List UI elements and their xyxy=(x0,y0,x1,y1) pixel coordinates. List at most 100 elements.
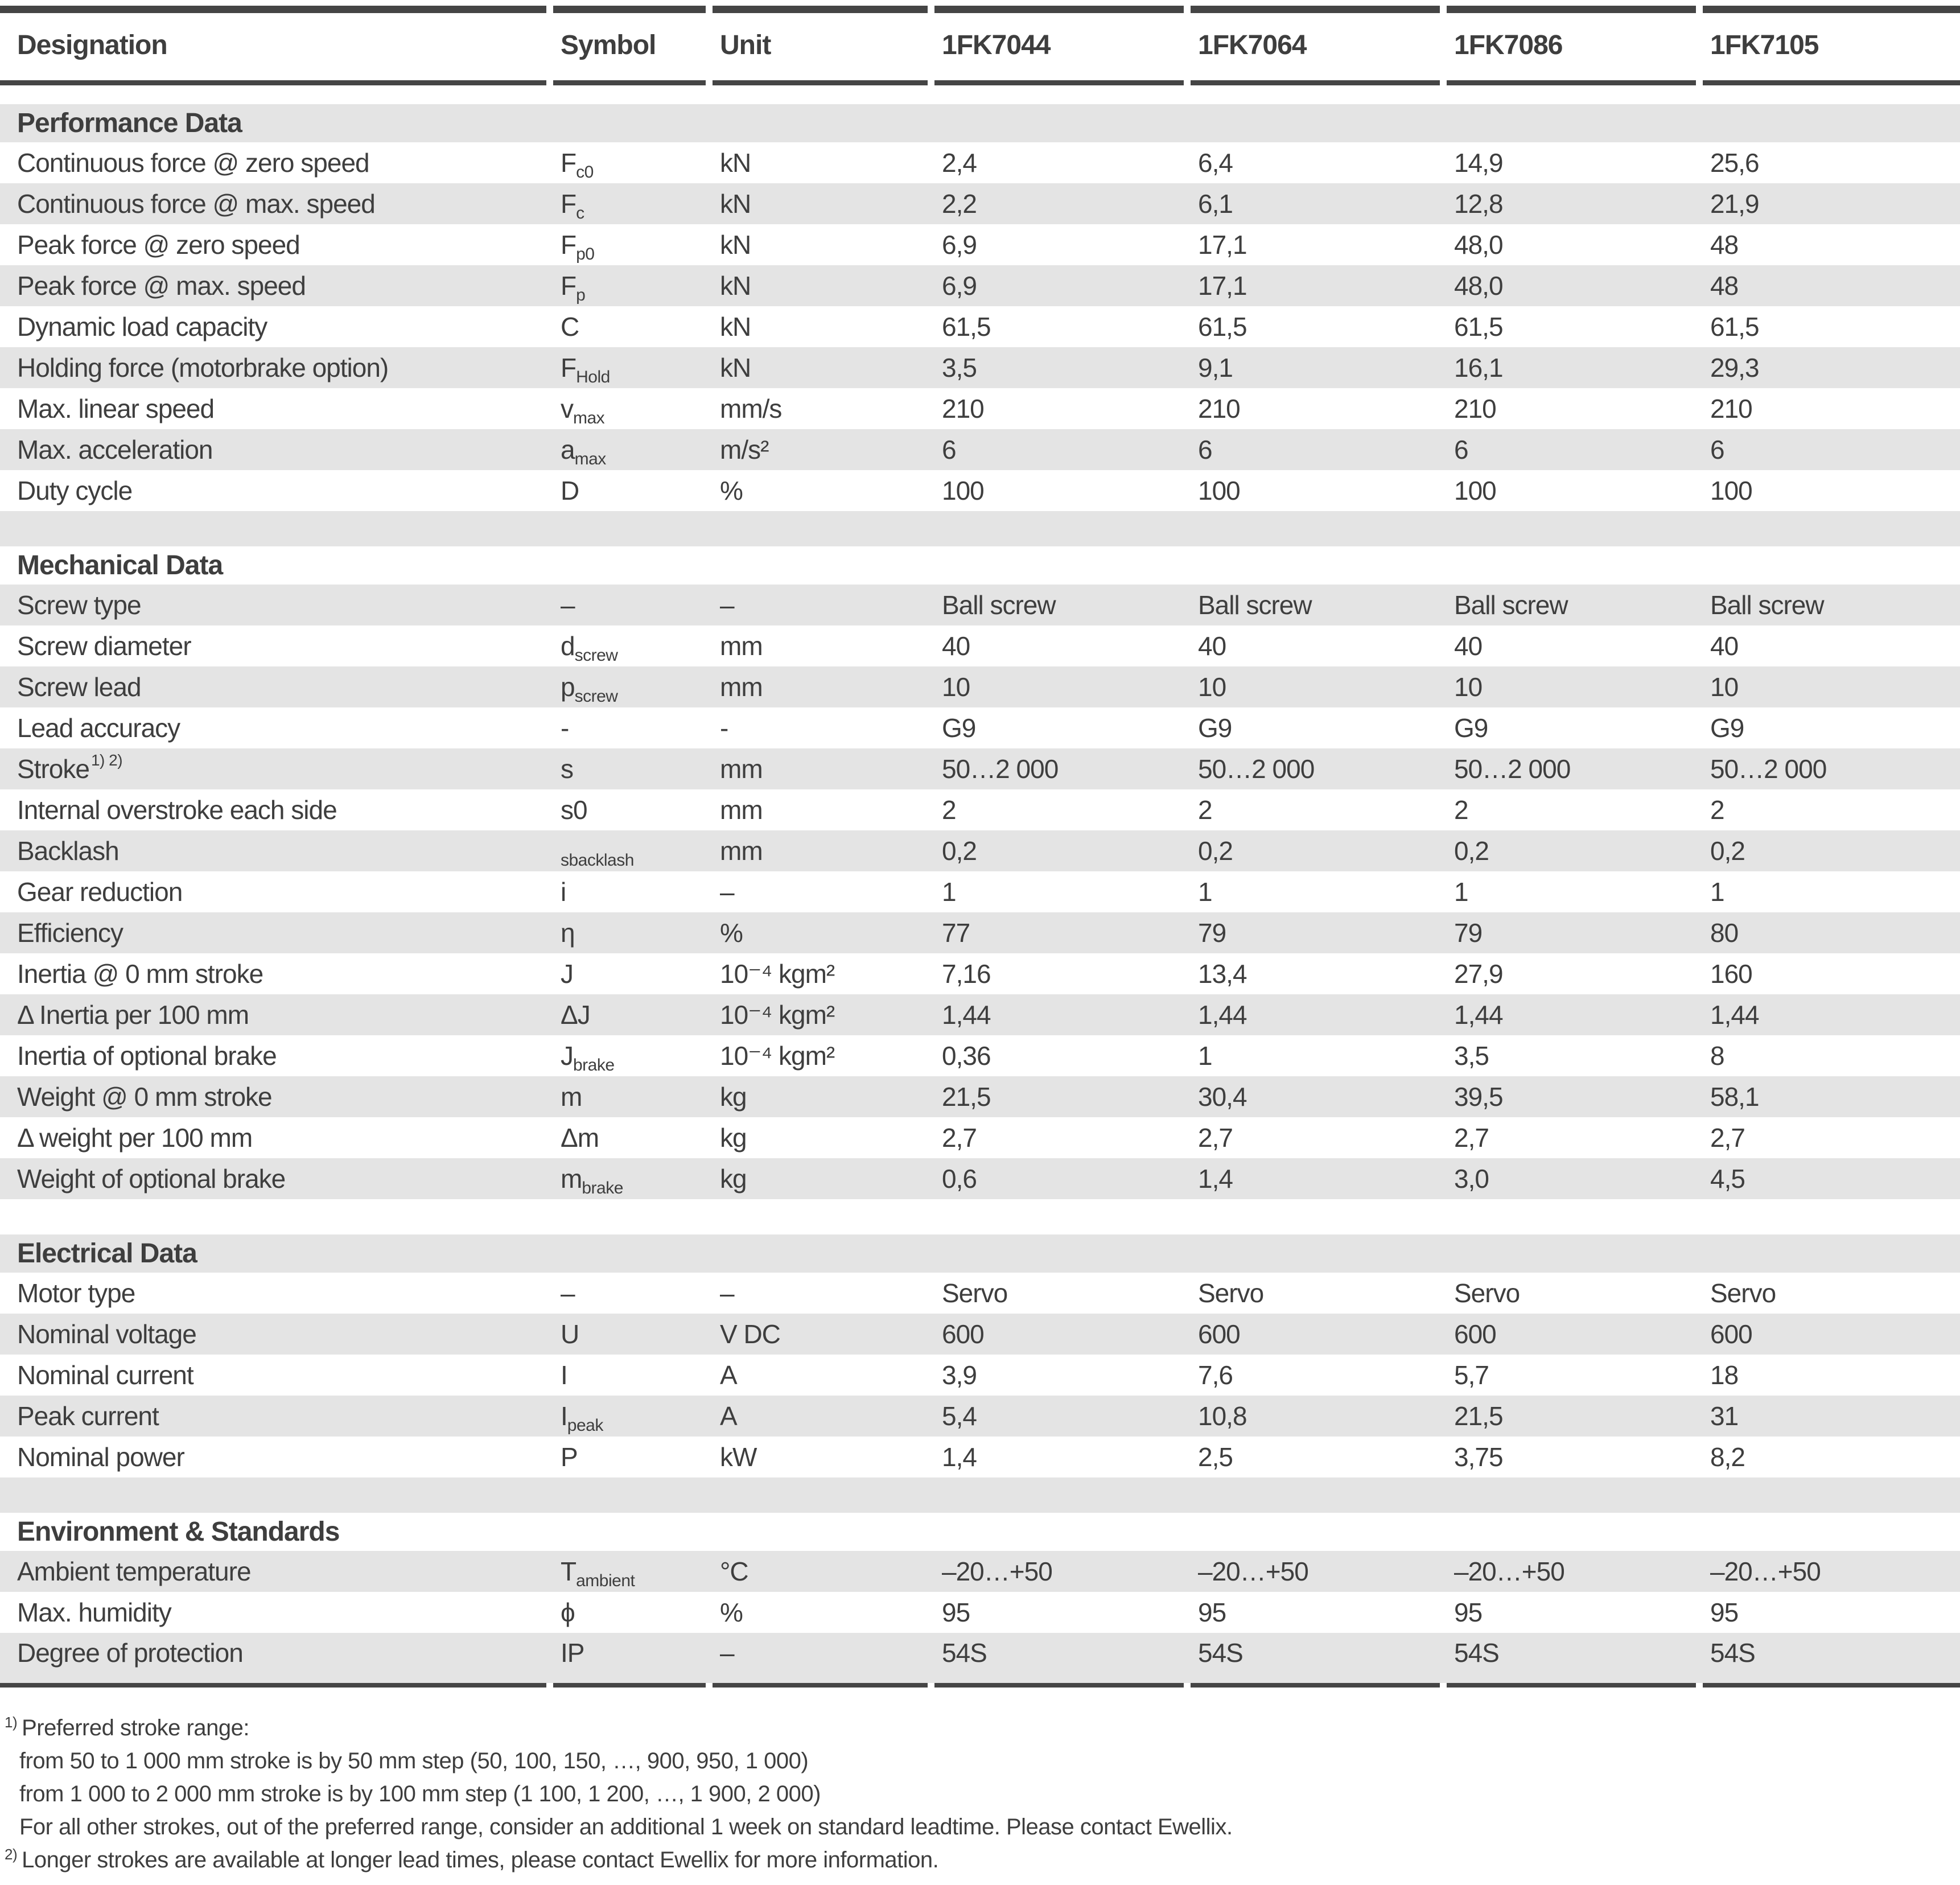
row-label: Continuous force @ zero speed xyxy=(0,142,546,183)
section-heading-label: Environment & Standards xyxy=(17,1517,340,1547)
value-1fk7044: 1,4 xyxy=(942,1442,977,1472)
table-row: Weight @ 0 mm stroke m kg 21,5 30,4 39,5 58,1 xyxy=(0,1076,1960,1117)
value-1fk7086: 2 xyxy=(1454,795,1469,825)
symbol-base: – xyxy=(561,1278,575,1308)
section-heading-label: Mechanical Data xyxy=(17,550,223,581)
border-segment xyxy=(1447,1683,1696,1688)
value-1fk7105: 61,5 xyxy=(1710,312,1760,341)
symbol-base: C xyxy=(561,312,579,341)
section-heading: Electrical Data xyxy=(0,1234,1960,1273)
table-row: Inertia @ 0 mm stroke J 10⁻⁴ kgm² 7,16 13,4 2… xyxy=(0,953,1960,994)
unit: 10⁻⁴ kgm² xyxy=(720,959,835,989)
table-row: Screw diameter d screw mm 40 40 40 40 xyxy=(0,625,1960,666)
symbol-base: F xyxy=(561,230,577,260)
symbol: D xyxy=(546,470,706,511)
column-header-unit: Unit xyxy=(720,30,771,60)
value-1fk7086: –20…+50 xyxy=(1454,1557,1565,1586)
border-segment xyxy=(553,80,706,85)
value-1fk7064: –20…+50 xyxy=(1198,1557,1309,1586)
column-header-1fk7105: 1FK7105 xyxy=(1710,30,1819,60)
value-1fk7044: G9 xyxy=(942,713,976,743)
value-1fk7064: 50…2 000 xyxy=(1198,754,1315,784)
symbol-base: P xyxy=(561,1442,578,1472)
row-label-text: Internal overstroke each side xyxy=(17,795,337,825)
symbol: sbacklash xyxy=(546,830,706,871)
border-segment xyxy=(1703,6,1960,13)
symbol-base: J xyxy=(561,959,574,989)
row-label-text: Nominal current xyxy=(17,1360,194,1390)
row-label: Peak force @ zero speed xyxy=(0,224,546,265)
value-1fk7105: 29,3 xyxy=(1710,353,1760,382)
table-row: Stroke 1) 2) s mm 50…2 000 50…2 000 50…2 000 50… xyxy=(0,748,1960,789)
value-1fk7064: 6 xyxy=(1198,435,1213,464)
table-header-row: Designation Symbol Unit 1FK7044 1FK7064 … xyxy=(0,13,1960,80)
table-row: Δ weight per 100 mm Δm kg 2,7 2,7 2,7 2,7 xyxy=(0,1117,1960,1158)
value-1fk7105: 4,5 xyxy=(1710,1164,1745,1193)
value-1fk7044: 2 xyxy=(942,795,957,825)
symbol-base: p xyxy=(561,672,575,702)
value-1fk7105: 25,6 xyxy=(1710,148,1760,178)
symbol: J xyxy=(546,953,706,994)
row-label-text: Gear reduction xyxy=(17,877,183,907)
unit: kN xyxy=(720,353,751,382)
symbol-subscript: c xyxy=(576,204,584,223)
value-1fk7086: 48,0 xyxy=(1454,230,1504,260)
table-bottom-border xyxy=(0,1683,1960,1688)
symbol-subscript: c0 xyxy=(576,163,594,182)
row-label-text: Weight @ 0 mm stroke xyxy=(17,1082,273,1112)
unit: % xyxy=(720,918,743,948)
border-segment xyxy=(1191,6,1440,13)
row-label-text: Max. humidity xyxy=(17,1598,172,1627)
footnote-line: 2) Longer strokes are available at longer… xyxy=(5,1846,1960,1879)
footnote-text: For all other strokes, out of the prefer… xyxy=(19,1814,1233,1839)
symbol-base: v xyxy=(561,394,574,423)
row-label-text: Max. linear speed xyxy=(17,394,215,423)
value-1fk7086: Servo xyxy=(1454,1278,1520,1308)
unit: 10⁻⁴ kgm² xyxy=(720,1000,835,1030)
value-1fk7064: 10,8 xyxy=(1198,1401,1247,1431)
value-1fk7044: 0,6 xyxy=(942,1164,977,1193)
symbol: F Hold xyxy=(546,347,706,388)
row-label-text: Holding force (motorbrake option) xyxy=(17,353,389,382)
unit: kN xyxy=(720,230,751,260)
border-segment xyxy=(1447,80,1696,85)
value-1fk7086: 6 xyxy=(1454,435,1469,464)
row-label: Max. humidity xyxy=(0,1592,546,1633)
row-label-text: Ambient temperature xyxy=(17,1557,252,1586)
symbol-base: IP xyxy=(561,1638,584,1668)
border-segment xyxy=(934,6,1184,13)
value-1fk7064: 17,1 xyxy=(1198,230,1247,260)
value-1fk7044: 2,7 xyxy=(942,1123,977,1153)
symbol-base: D xyxy=(561,476,579,505)
value-1fk7105: 6 xyxy=(1710,435,1725,464)
value-1fk7064: 2 xyxy=(1198,795,1213,825)
table-row: Δ Inertia per 100 mm ΔJ 10⁻⁴ kgm² 1,44 1,44 1… xyxy=(0,994,1960,1035)
value-1fk7086: 54S xyxy=(1454,1638,1500,1668)
row-label: Nominal power xyxy=(0,1437,546,1477)
unit: – xyxy=(720,1638,735,1668)
value-1fk7044: 54S xyxy=(942,1638,987,1668)
value-1fk7105: 18 xyxy=(1710,1360,1739,1390)
symbol: m brake xyxy=(546,1158,706,1199)
symbol: – xyxy=(546,1273,706,1314)
value-1fk7064: 1 xyxy=(1198,877,1213,907)
symbol: U xyxy=(546,1314,706,1355)
row-label: Degree of protection xyxy=(0,1633,546,1668)
symbol: C xyxy=(546,306,706,347)
column-header-symbol: Symbol xyxy=(561,30,656,60)
symbol-base: s0 xyxy=(561,795,588,825)
row-label-text: Screw type xyxy=(17,590,142,620)
value-1fk7086: 79 xyxy=(1454,918,1483,948)
section-spacer xyxy=(0,511,1960,546)
footnote-line: 1) Preferred stroke range: xyxy=(5,1714,1960,1747)
unit: 10⁻⁴ kgm² xyxy=(720,1041,835,1071)
symbol: P xyxy=(546,1437,706,1477)
table-body: Performance Data Continuous force @ zero … xyxy=(0,85,1960,1683)
symbol: ϕ xyxy=(546,1592,706,1633)
value-1fk7064: 2,7 xyxy=(1198,1123,1233,1153)
section-heading-label: Performance Data xyxy=(17,108,242,138)
